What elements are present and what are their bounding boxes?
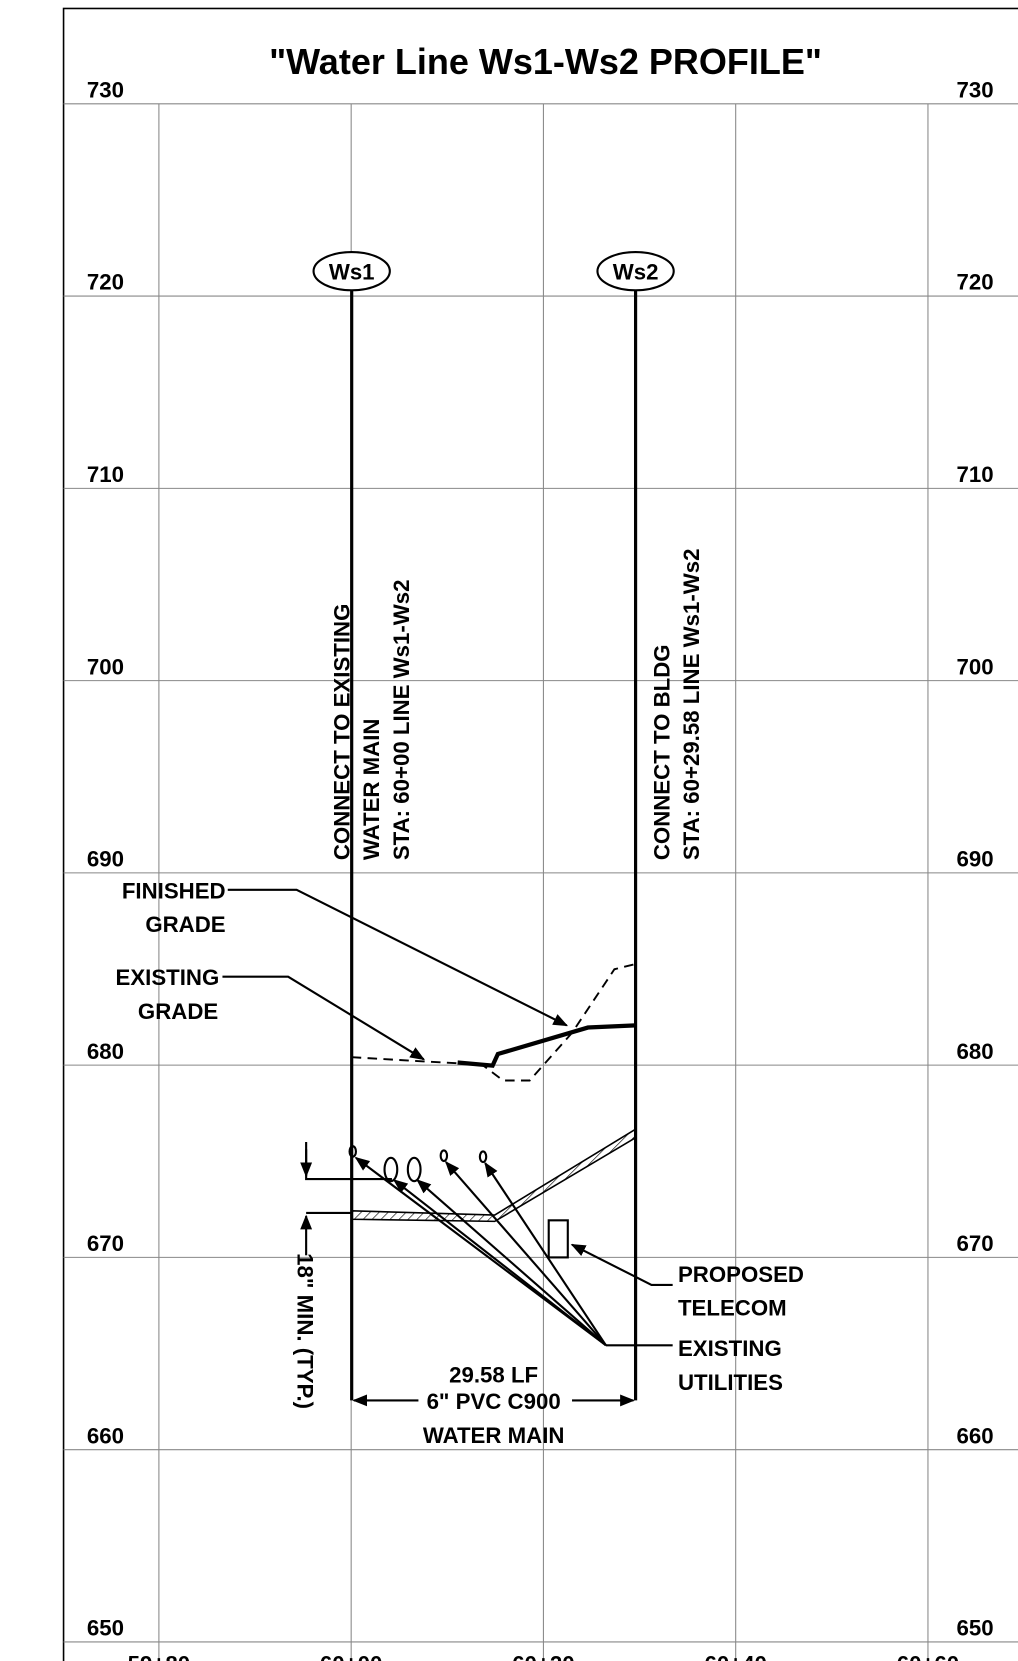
node-label: Ws1 xyxy=(329,260,375,285)
note: TELECOM xyxy=(678,1296,787,1321)
note: WATER MAIN xyxy=(423,1423,565,1448)
node-label: Ws2 xyxy=(613,260,659,285)
note: WATER MAIN xyxy=(359,719,384,861)
station-label: 60+60 xyxy=(897,1652,959,1661)
leader xyxy=(570,1243,673,1287)
clearance-dim xyxy=(300,1141,392,1256)
elevation-label: 670 xyxy=(957,1231,994,1256)
title: "Water Line Ws1-Ws2 PROFILE" xyxy=(269,41,822,82)
note: STA: 60+29.58 LINE Ws1-Ws2 xyxy=(679,549,704,861)
utility xyxy=(383,1156,399,1183)
station-label: 60+20 xyxy=(512,1652,574,1661)
elevation-label: 730 xyxy=(87,77,124,102)
elevation-label: 650 xyxy=(957,1616,994,1641)
telecom xyxy=(547,1219,569,1259)
station-label: 59+80 xyxy=(128,1652,190,1661)
note: UTILITIES xyxy=(678,1370,783,1395)
note: CONNECT TO EXISTING xyxy=(330,604,355,861)
note: 29.58 LF xyxy=(449,1362,538,1387)
existing-pipe xyxy=(350,1127,637,1223)
utility xyxy=(439,1149,449,1163)
elevation-label: 680 xyxy=(957,1039,994,1064)
note: 18" MIN. (TYP.) xyxy=(293,1253,318,1409)
elevation-label: 730 xyxy=(957,77,994,102)
note: FINISHED xyxy=(122,878,226,903)
elevation-label: 660 xyxy=(87,1423,124,1448)
leader xyxy=(227,888,569,1027)
elevation-label: 660 xyxy=(957,1423,994,1448)
note: GRADE xyxy=(145,912,225,937)
station-label: 60+00 xyxy=(320,1652,382,1661)
existing-grade xyxy=(351,963,636,1082)
note: EXISTING xyxy=(115,965,219,990)
elevation-label: 650 xyxy=(87,1616,124,1641)
note: CONNECT TO BLDG xyxy=(649,644,674,860)
utility-leaders xyxy=(354,1156,673,1347)
elevation-label: 710 xyxy=(87,462,124,487)
finished-grade xyxy=(457,1023,636,1068)
grid: 730 730 720 720 710 710 700 700 690 690 680 680 670 6… xyxy=(63,77,1018,1661)
elevation-label: 700 xyxy=(957,654,994,679)
leader xyxy=(222,975,425,1061)
utility xyxy=(478,1150,488,1164)
note: 6" PVC C900 xyxy=(427,1389,561,1414)
note: EXISTING xyxy=(678,1336,782,1361)
elevation-label: 720 xyxy=(87,270,124,295)
elevation-label: 670 xyxy=(87,1231,124,1256)
note: GRADE xyxy=(138,999,218,1024)
frame xyxy=(62,7,1018,1661)
station-label: 60+40 xyxy=(704,1652,766,1661)
elevation-label: 680 xyxy=(87,1039,124,1064)
elevation-label: 690 xyxy=(957,847,994,872)
elevation-label: 700 xyxy=(87,654,124,679)
elevation-label: 720 xyxy=(957,270,994,295)
utility xyxy=(406,1156,422,1183)
elevation-label: 710 xyxy=(957,462,994,487)
elevation-label: 690 xyxy=(87,847,124,872)
note: PROPOSED xyxy=(678,1262,804,1287)
utility xyxy=(348,1145,357,1158)
note: STA: 60+00 LINE Ws1-Ws2 xyxy=(389,579,414,860)
